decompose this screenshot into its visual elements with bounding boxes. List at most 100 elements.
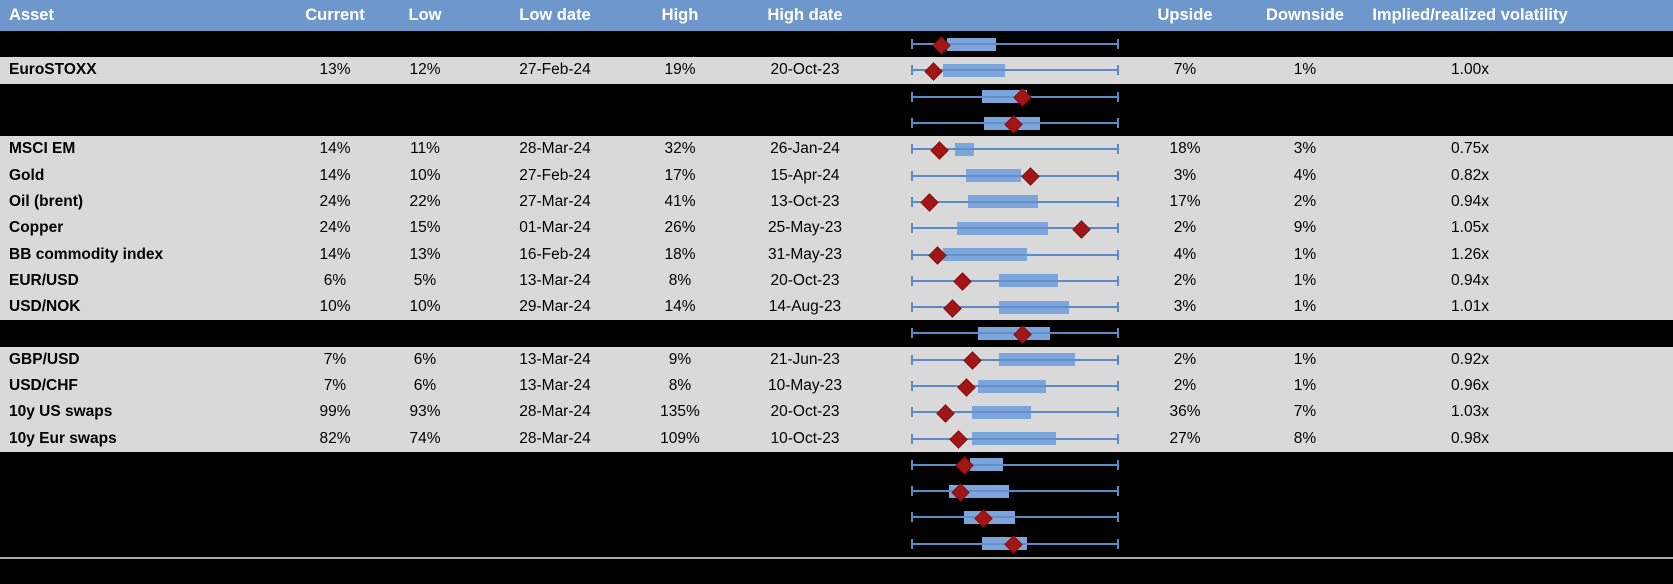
implied-realized-cell: 1.05x bbox=[1451, 219, 1489, 237]
boxplot-right-cap bbox=[1117, 39, 1119, 50]
high-cell: 26% bbox=[664, 219, 696, 237]
table-row bbox=[0, 109, 1673, 137]
asset-cell: Copper bbox=[9, 219, 64, 237]
low-date-cell: 28-Mar-24 bbox=[519, 140, 591, 158]
current-cell: 24% bbox=[319, 219, 351, 237]
asset-cell: Oil (brent) bbox=[9, 192, 84, 210]
high-date-cell: 14-Aug-23 bbox=[768, 298, 842, 316]
high-cell: 17% bbox=[664, 166, 696, 184]
boxplot-median-line bbox=[971, 411, 1032, 414]
current-cell: 6% bbox=[323, 271, 347, 289]
table-row: Oil (brent) 24% 22% 27-Mar-24 41% 13-Oct… bbox=[0, 188, 1673, 216]
upside-cell: 2% bbox=[1173, 377, 1197, 394]
low-date-cell: 13-Mar-24 bbox=[519, 350, 591, 368]
boxplot-median-line bbox=[947, 43, 997, 46]
boxplot-whisker-line bbox=[912, 516, 1118, 519]
low-cell: 74% bbox=[409, 429, 441, 447]
current-cell: 82% bbox=[319, 429, 351, 447]
boxplot-right-cap bbox=[1117, 118, 1119, 129]
table-row bbox=[0, 83, 1673, 110]
boxplot-right-cap bbox=[1117, 433, 1119, 444]
column-header-high: High bbox=[661, 6, 699, 24]
high-cell: 135% bbox=[660, 403, 700, 421]
boxplot-median-line bbox=[982, 95, 1028, 98]
boxplot-left-cap bbox=[911, 144, 913, 155]
boxplot-right-cap bbox=[1117, 381, 1119, 391]
low-cell: 12% bbox=[409, 61, 441, 79]
table-row: 10y Eur swaps 82% 74% 28-Mar-24 109% 10-… bbox=[0, 425, 1673, 452]
table-row: Gold 14% 10% 27-Feb-24 17% 15-Apr-24 3% … bbox=[0, 162, 1673, 189]
implied-realized-cell: 0.82x bbox=[1451, 166, 1489, 184]
table-header-row: Asset Current Low Low date High High dat… bbox=[0, 0, 1673, 31]
column-header-high-date: High date bbox=[767, 6, 843, 24]
high-cell: 19% bbox=[664, 61, 696, 79]
boxplot-left-cap bbox=[911, 39, 913, 50]
diamond-marker-icon bbox=[936, 404, 956, 423]
high-cell: 18% bbox=[664, 245, 696, 263]
boxplot-median-line bbox=[955, 148, 974, 151]
table-row: EuroSTOXX 13% 12% 27-Feb-24 19% 20-Oct-2… bbox=[0, 57, 1673, 84]
implied-realized-cell: 1.03x bbox=[1451, 403, 1489, 421]
asset-cell: EUR/USD bbox=[9, 271, 79, 289]
implied-realized-cell: 0.94x bbox=[1451, 271, 1489, 289]
low-date-cell: 27-Feb-24 bbox=[519, 166, 591, 184]
high-cell: 14% bbox=[664, 298, 696, 316]
boxplot-left-cap bbox=[911, 459, 913, 470]
downside-cell: 1% bbox=[1293, 377, 1317, 394]
table-row: GBP/USD 7% 6% 13-Mar-24 9% 21-Jun-23 2% … bbox=[0, 346, 1673, 373]
high-date-cell: 20-Oct-23 bbox=[770, 271, 840, 289]
low-cell: 22% bbox=[409, 192, 441, 210]
boxplot-right-cap bbox=[1117, 354, 1119, 365]
implied-realized-cell: 0.75x bbox=[1451, 140, 1489, 158]
table-row bbox=[0, 451, 1673, 479]
current-cell: 7% bbox=[323, 350, 347, 368]
low-cell: 11% bbox=[410, 140, 440, 158]
downside-cell: 7% bbox=[1293, 403, 1317, 421]
high-date-cell: 10-Oct-23 bbox=[770, 429, 840, 447]
boxplot-median-line bbox=[942, 253, 1028, 256]
table-body: EuroSTOXX 13% 12% 27-Feb-24 19% 20-Oct-2… bbox=[0, 31, 1673, 557]
table-row bbox=[0, 530, 1673, 557]
boxplot-left-cap bbox=[911, 328, 913, 339]
asset-cell: 10y Eur swaps bbox=[9, 429, 117, 447]
column-header-downside: Downside bbox=[1266, 6, 1344, 24]
diamond-marker-icon bbox=[920, 193, 939, 213]
table-row: USD/CHF 7% 6% 13-Mar-24 8% 10-May-23 2% … bbox=[0, 372, 1673, 400]
downside-cell: 9% bbox=[1293, 219, 1317, 237]
low-cell: 13% bbox=[409, 245, 441, 263]
table-row bbox=[0, 504, 1673, 531]
boxplot-median-line bbox=[971, 437, 1057, 440]
high-date-cell: 20-Oct-23 bbox=[770, 61, 840, 79]
column-header-asset: Asset bbox=[9, 6, 54, 24]
upside-cell: 2% bbox=[1173, 350, 1197, 368]
high-date-cell: 31-May-23 bbox=[767, 245, 843, 263]
boxplot-whisker-line bbox=[912, 69, 1118, 72]
low-date-cell: 28-Mar-24 bbox=[519, 429, 591, 447]
low-date-cell: 13-Mar-24 bbox=[519, 377, 591, 394]
upside-cell: 3% bbox=[1173, 298, 1197, 316]
low-cell: 93% bbox=[409, 403, 441, 421]
diamond-marker-icon bbox=[953, 272, 972, 292]
downside-cell: 1% bbox=[1293, 298, 1317, 316]
upside-cell: 27% bbox=[1169, 429, 1201, 447]
high-date-cell: 25-May-23 bbox=[767, 219, 843, 237]
diamond-marker-icon bbox=[949, 430, 968, 449]
downside-cell: 1% bbox=[1293, 245, 1317, 263]
high-date-cell: 10-May-23 bbox=[767, 377, 843, 394]
low-cell: 15% bbox=[409, 219, 441, 237]
column-header-implied-realized-volatility: Implied/realized volatility bbox=[1372, 6, 1568, 24]
asset-cell: GBP/USD bbox=[9, 350, 80, 368]
low-date-cell: 28-Mar-24 bbox=[519, 403, 591, 421]
boxplot-median-line bbox=[982, 542, 1028, 545]
current-cell: 7% bbox=[323, 377, 347, 394]
implied-realized-cell: 1.01x bbox=[1451, 298, 1489, 316]
current-cell: 24% bbox=[319, 192, 351, 210]
boxplot-right-cap bbox=[1117, 407, 1119, 418]
table-row: EUR/USD 6% 5% 13-Mar-24 8% 20-Oct-23 2% … bbox=[0, 267, 1673, 294]
high-date-cell: 21-Jun-23 bbox=[770, 350, 840, 368]
low-date-cell: 27-Mar-24 bbox=[519, 192, 591, 210]
upside-cell: 3% bbox=[1173, 166, 1197, 184]
diamond-marker-icon bbox=[1021, 167, 1040, 186]
high-cell: 8% bbox=[668, 377, 692, 394]
